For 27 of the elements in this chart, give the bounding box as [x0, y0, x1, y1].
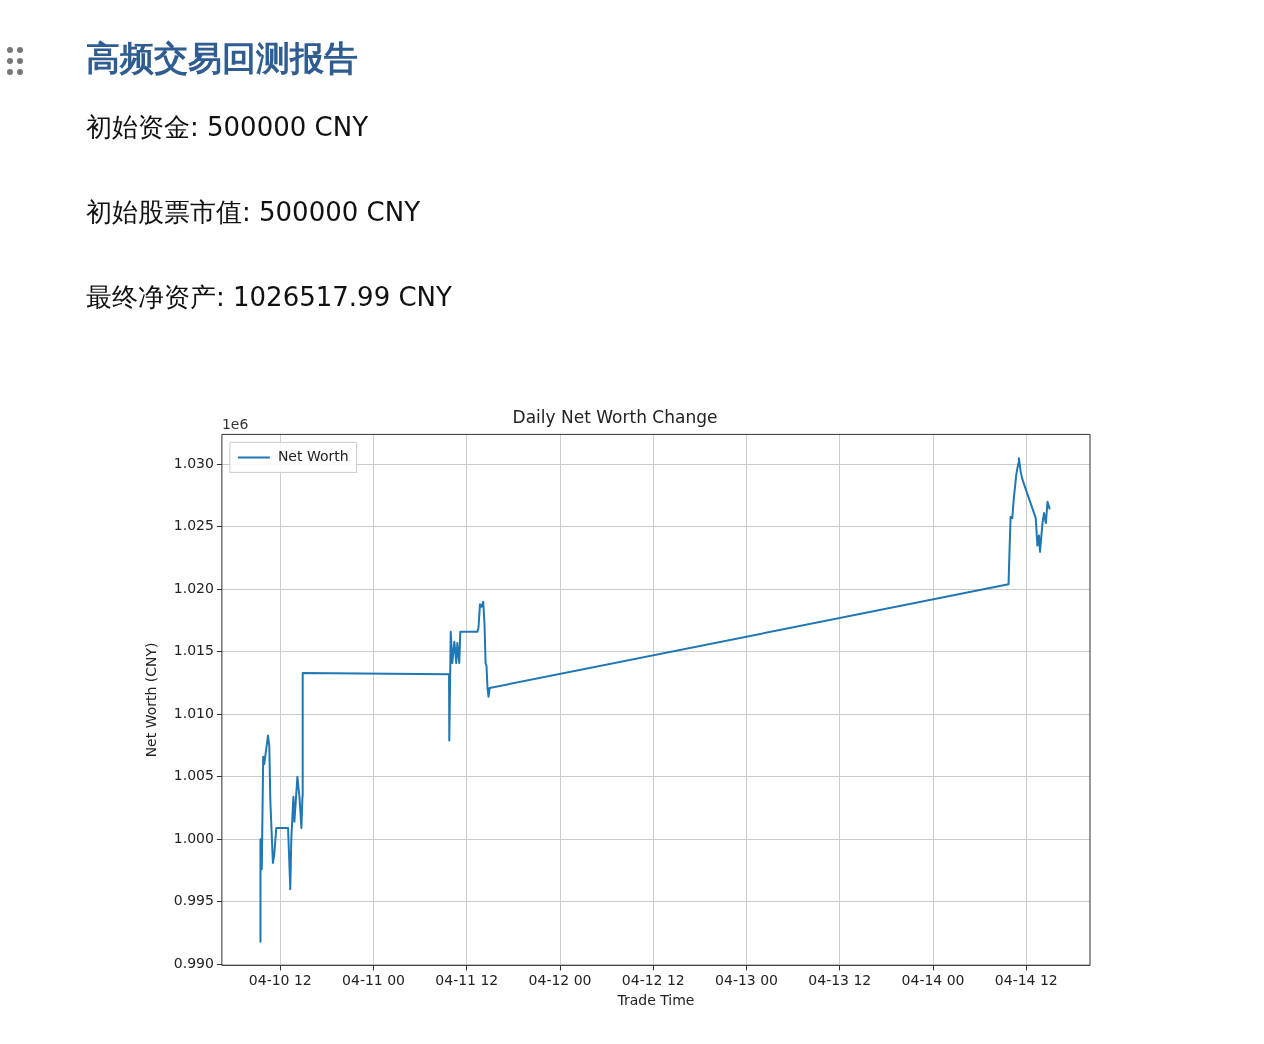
y-tick-label: 1.000 — [173, 829, 214, 846]
text: 高频交易回测报告 — [86, 37, 358, 80]
y-tick-label: 1.010 — [173, 704, 214, 721]
text: 1e6 — [221, 416, 249, 433]
y-tick-label: 1.030 — [173, 455, 214, 472]
x-tick-label: 04-12 00 — [528, 972, 592, 989]
y-tick-label: 1.015 — [173, 642, 214, 659]
x-tick-label: 04-13 12 — [808, 972, 872, 989]
y-tick-label: 0.995 — [173, 892, 214, 909]
x-axis-title: Trade Time — [616, 992, 695, 1009]
x-tick-label: 04-13 00 — [715, 972, 779, 989]
x-tick-label: 04-12 12 — [621, 972, 685, 989]
y-tick-label: 0.990 — [173, 954, 214, 971]
y-axis-title: Net Worth (CNY) — [143, 642, 160, 758]
text: 最终净资产: 1026517.99 CNY — [86, 281, 452, 314]
text: 初始股票市值: 500000 CNY — [86, 196, 421, 229]
text: 初始资金: 500000 CNY — [86, 111, 369, 144]
x-tick-label: 04-11 12 — [435, 972, 499, 989]
x-tick-label: 04-11 00 — [342, 972, 406, 989]
x-tick-label: 04-14 00 — [901, 972, 965, 989]
legend-label: Net Worth — [277, 448, 349, 465]
x-tick-label: 04-10 12 — [248, 972, 312, 989]
y-tick-label: 1.025 — [173, 517, 214, 534]
x-tick-label: 04-14 12 — [994, 972, 1058, 989]
y-tick-label: 1.005 — [173, 767, 214, 784]
chart-title: Daily Net Worth Change — [512, 406, 718, 427]
y-tick-label: 1.020 — [173, 579, 214, 596]
